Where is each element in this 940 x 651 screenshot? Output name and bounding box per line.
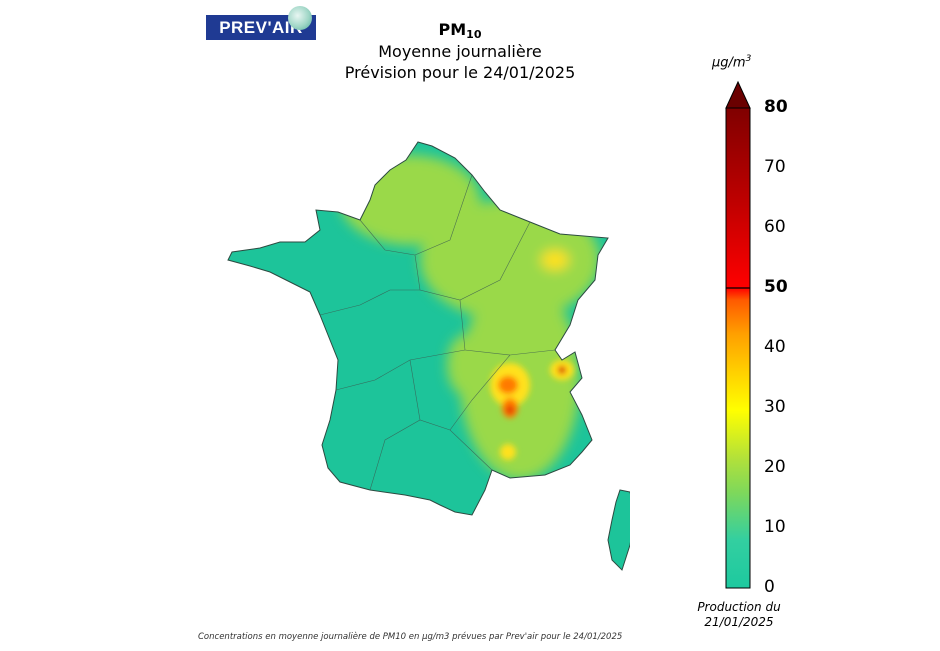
colorbar-tick-60: 60	[764, 217, 786, 237]
hotspot-peak-1	[507, 406, 513, 414]
zone-alsace	[541, 250, 569, 270]
colorbar-tick-40: 40	[764, 337, 786, 357]
logo-swirl-icon	[288, 6, 312, 30]
colorbar-tick-10: 10	[764, 517, 786, 537]
production-label: Production du	[697, 600, 781, 614]
footer-caption: Concentrations en moyenne journalière de…	[198, 632, 623, 642]
colorbar-tick-30: 30	[764, 397, 786, 417]
pollutant-subscript: 10	[466, 28, 482, 41]
colorbar-tick-0: 0	[764, 577, 775, 597]
unit-superscript: 3	[745, 54, 752, 64]
colorbar-gradient	[725, 107, 751, 589]
pollution-hotspots	[490, 360, 574, 460]
colorbar-tick-20: 20	[764, 457, 786, 477]
france-map	[227, 141, 630, 571]
france-border	[227, 141, 609, 516]
region-borders	[319, 174, 556, 491]
hotspot-peak-2	[558, 366, 566, 374]
colorbar-unit: µg/m3	[712, 54, 751, 70]
colorbar-tick-50: 50	[764, 277, 788, 297]
map-title: PM10	[300, 20, 620, 41]
map-subtitle: Moyenne journalière	[378, 42, 542, 61]
colorbar	[725, 80, 751, 589]
pollutant-label: PM	[438, 20, 467, 39]
colorbar-extend-arrow	[725, 80, 751, 109]
production-info: Production du 21/01/2025	[680, 600, 798, 630]
colorbar-tick-80: 80	[764, 97, 788, 117]
zone-rhone-west	[447, 335, 483, 395]
corsica-border	[607, 489, 630, 571]
forecast-date: Prévision pour le 24/01/2025	[344, 63, 576, 82]
unit-label: µg/m	[712, 55, 746, 71]
production-date: 21/01/2025	[704, 615, 774, 629]
colorbar-tick-70: 70	[764, 157, 786, 177]
hotspot-marseille	[500, 444, 516, 460]
hotspot-lyon	[498, 376, 518, 394]
